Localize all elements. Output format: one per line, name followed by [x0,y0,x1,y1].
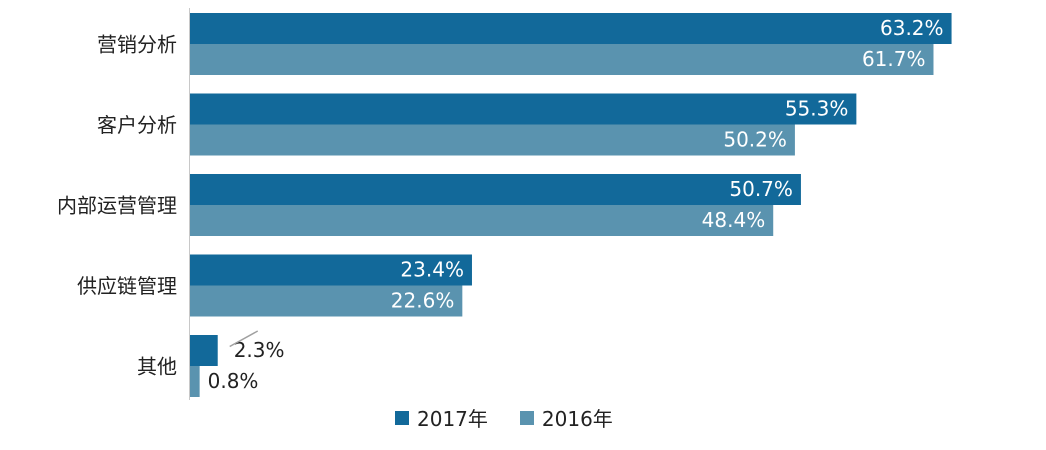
data-label: 50.2% [723,128,787,152]
category-label: 营销分析 [97,33,177,57]
data-label: 22.6% [391,289,455,313]
bar-2017 [190,13,952,44]
legend-item-2017: 2017年 [395,403,488,432]
bars [190,13,952,397]
category-label: 客户分析 [97,113,177,137]
category-label: 其他 [137,355,177,379]
legend-item-2016: 2016年 [519,403,613,432]
data-label: 48.4% [702,208,766,232]
legend-swatch-2017 [395,410,409,425]
data-label: 2.3% [234,338,285,362]
data-label: 63.2% [880,16,944,40]
bar-2016 [190,366,200,397]
bar-2017 [190,254,472,286]
data-label: 50.7% [729,177,793,201]
data-label: 55.3% [785,97,849,121]
category-label: 内部运营管理 [57,194,177,218]
legend-label-2017: 2017年 [417,407,488,431]
legend-label-2016: 2016年 [541,407,613,431]
bar-2017 [190,93,857,125]
category-label: 供应链管理 [77,274,177,298]
data-label: 61.7% [862,47,926,71]
bar-2017 [190,174,801,205]
leader-line [229,330,259,348]
data-label: 0.8% [208,369,259,393]
bar-2016 [190,44,934,75]
bar-2017 [190,335,218,366]
data-label: 23.4% [400,258,464,282]
bar-2016 [190,205,774,236]
value-labels: 63.2% 61.7% 55.3% 50.2% 50.7% 48.4% 23.4% 22.6%… [208,16,944,393]
legend-swatch-2016 [519,410,534,425]
bar-2016 [190,124,795,156]
bar-2016 [190,285,463,317]
legend: 2017年 2016年 [395,403,645,432]
